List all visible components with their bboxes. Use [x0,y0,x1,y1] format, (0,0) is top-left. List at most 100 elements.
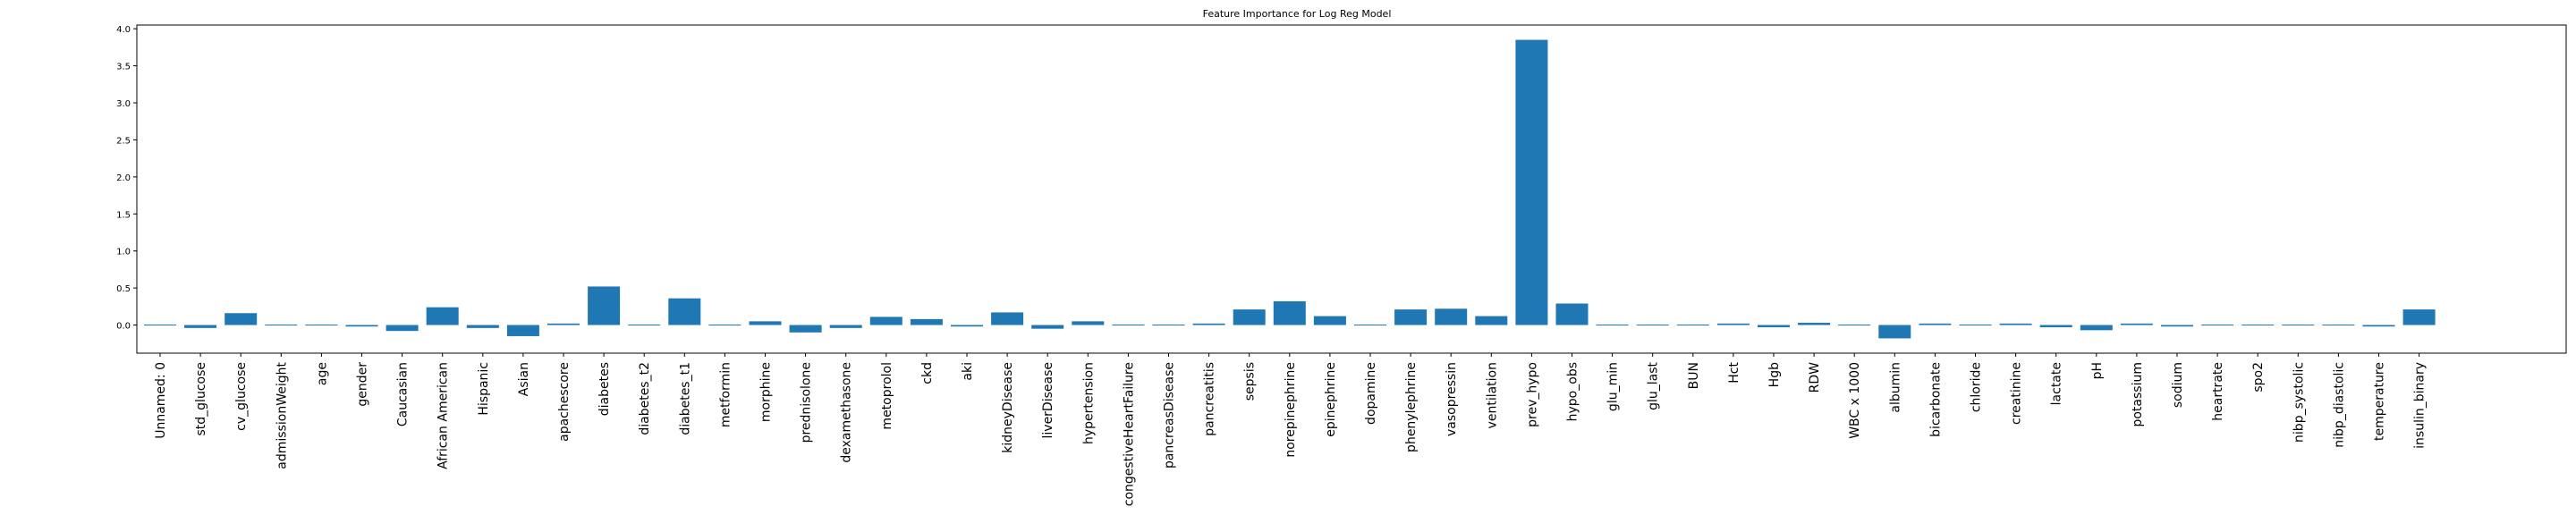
x-tick-label: ventilation [1485,362,1499,428]
bar-bicarbonate [1919,323,1952,325]
x-tick-label: heartrate [2211,362,2225,421]
x-tick-label: cv_glucose [234,362,249,431]
y-tick-label: 1.5 [116,210,131,220]
x-tick-label: std_glucose [194,362,208,436]
bar-sepsis [1233,309,1266,325]
bar-caucasian [386,325,419,332]
x-tick-label: glu_last [1647,361,1661,409]
bar-ckd [910,318,943,325]
x-tick-label: spo2 [2251,362,2266,393]
bar-cv-glucose [225,313,258,325]
x-tick-label: Hgb [1767,362,1782,387]
x-tick-label: WBC x 1000 [1848,362,1862,439]
bar-metoprolol [869,317,902,325]
x-tick-label: nibp_diastolic [2332,362,2346,448]
x-tick-label: Caucasian [396,362,411,426]
bar-hgb [1758,325,1790,328]
x-tick-label: bicarbonate [1928,362,1943,437]
x-tick-label: diabetes_t2 [638,362,652,435]
x-tick-label: dopamine [1364,362,1378,425]
x-tick-label: RDW [1808,362,1822,393]
bar-diabetes-t1 [668,298,701,325]
x-tick-label: pH [2090,362,2105,379]
bar-creatinine [1999,323,2032,325]
x-tick-label: Asian [517,362,531,396]
x-tick-label: metformin [718,362,733,427]
x-tick-label: vasopressin [1445,362,1459,436]
x-tick-label: phenylephrine [1404,362,1419,452]
x-tick-label: prednisolone [800,362,814,443]
x-tick-label: temperature [2373,362,2387,441]
x-tick-label: hypertension [1081,362,1096,444]
x-tick-label: gender [356,362,370,407]
x-tick-label: nibp_systolic [2292,362,2306,443]
bar-lactate [2039,325,2072,328]
bar-diabetes [588,286,621,325]
bar-phenylephrine [1394,309,1428,325]
x-tick-label: lactate [2050,362,2064,405]
x-tick-label: metoprolol [880,362,894,430]
bar-ventilation [1475,316,1508,325]
bar-rdw [1798,323,1831,325]
y-tick-label: 1.0 [116,248,131,258]
x-tick-label: creatinine [2010,362,2024,425]
bar-apachescore [547,323,580,325]
bar-asian [506,325,539,336]
x-axis: Unnamed: 0 std_glucose cv_glucose admission… [154,353,2428,506]
x-tick-label: apachescore [557,362,572,442]
x-tick-label: diabetes_t1 [678,362,692,435]
bar-insulin-binary [2402,309,2436,325]
x-tick-label: BUN [1687,362,1701,389]
bar-hypo-obs [1555,303,1589,325]
x-tick-label: ckd [920,362,935,384]
bar-epinephrine [1313,316,1346,325]
y-axis: 0.0 0.5 1.0 1.5 2.0 2.5 3.0 3.5 4.0 [116,25,137,332]
x-tick-label: diabetes [597,362,612,416]
bar-aki [951,325,983,327]
x-tick-label: congestiveHeartFailure [1122,362,1136,506]
bar-dexamethasone [829,325,862,328]
x-tick-label: admissionWeight [275,361,289,469]
bar-morphine [749,321,782,325]
x-tick-label: norepinephrine [1284,362,1298,458]
chart-title: Feature Importance for Log Reg Model [1203,8,1392,20]
x-tick-label: potassium [2131,362,2145,427]
bar-albumin [1878,325,1911,339]
x-tick-label: dexamethasone [840,362,854,463]
x-tick-label: age [315,362,329,385]
bar-kidneydisease [991,312,1024,325]
x-tick-label: glu_min [1606,362,1621,411]
x-tick-label: Unnamed: 0 [154,362,168,439]
bar-african-american [426,307,459,325]
bar-prev-hypo [1515,39,1548,325]
plot-frame [136,24,2567,354]
x-tick-label: morphine [759,362,774,422]
bar-prednisolone [789,325,822,333]
x-tick-label: insulin_binary [2413,362,2428,449]
y-tick-label: 3.0 [116,99,131,109]
bar-temperature [2362,325,2395,327]
x-tick-label: chloride [1970,362,1984,412]
x-tick-label: African American [436,362,451,469]
y-tick-label: 0.5 [116,284,131,294]
x-tick-label: pancreatitis [1203,362,1217,436]
y-tick-label: 2.0 [116,173,131,183]
x-tick-label: albumin [1888,362,1902,413]
bars-layer [144,39,2436,339]
x-tick-label: aki [961,362,975,381]
bar-std-glucose [184,325,217,328]
x-tick-label: Hispanic [477,362,491,416]
bar-hct [1716,323,1750,325]
bar-gender [345,325,378,327]
bar-pancreatitis [1192,323,1225,325]
bar-hypertension [1072,321,1105,325]
y-tick-label: 3.5 [116,63,131,72]
bar-potassium [2120,323,2153,325]
bar-hispanic [466,325,499,328]
y-tick-label: 2.5 [116,136,131,146]
y-tick-label: 4.0 [116,25,131,35]
bar-vasopressin [1435,308,1468,325]
bar-liverdisease [1031,325,1064,329]
x-tick-label: epinephrine [1324,362,1338,437]
